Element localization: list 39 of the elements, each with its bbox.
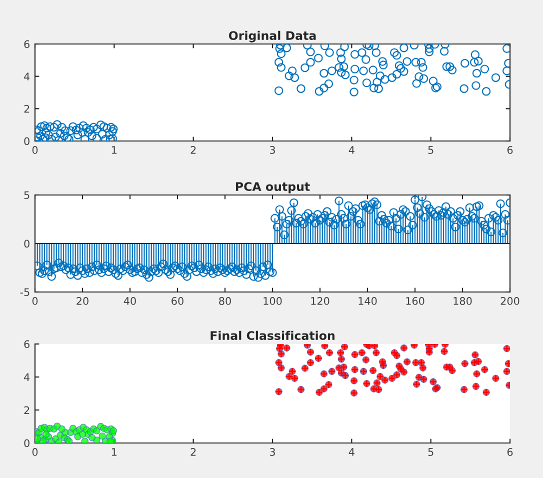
y-tick-label: 2 — [24, 406, 30, 414]
x-tick-label: 180 — [454, 297, 472, 305]
x-tick-label: 200 — [500, 297, 520, 305]
chart-title: Final Classification — [210, 330, 334, 340]
x-tick-label: 160 — [406, 297, 424, 305]
y-tick-label: 6 — [24, 340, 30, 348]
y-tick-label: 4 — [24, 373, 30, 381]
x-tick-label: 0 — [32, 297, 38, 305]
x-tick-label: 2 — [190, 448, 196, 456]
x-tick-label: 4 — [348, 448, 354, 456]
x-tick-label: 140 — [358, 297, 377, 305]
y-tick-label: -5 — [20, 288, 30, 296]
x-tick-label: 60 — [172, 297, 184, 305]
y-tick-label: 5 — [24, 191, 30, 200]
x-tick-label: 80 — [219, 297, 231, 305]
x-tick-label: 3 — [270, 448, 275, 456]
y-tick-label: 4 — [24, 72, 30, 80]
x-tick-label: 1 — [112, 146, 117, 154]
x-tick-label: 5 — [428, 448, 434, 456]
x-tick-label: 6 — [507, 146, 513, 154]
x-tick-label: 100 — [264, 297, 282, 305]
x-tick-label: 2 — [190, 146, 196, 154]
x-tick-label: 6 — [507, 448, 513, 456]
x-tick-label: 3 — [270, 146, 275, 154]
x-tick-label: 4 — [348, 146, 354, 154]
y-tick-label: 6 — [24, 40, 30, 48]
x-tick-label: 20 — [76, 297, 88, 305]
x-tick-label: 0 — [32, 146, 38, 154]
x-tick-label: 1 — [112, 448, 117, 456]
chart-title: Original Data — [228, 30, 316, 42]
x-tick-label: 120 — [311, 297, 330, 305]
x-tick-label: 5 — [428, 146, 434, 154]
y-tick-label: 2 — [24, 104, 30, 113]
chart-title: PCA output — [236, 182, 310, 194]
x-tick-label: 40 — [124, 297, 136, 305]
y-tick-label: 0 — [24, 137, 30, 146]
y-tick-label: 0 — [24, 240, 30, 248]
x-tick-label: 0 — [32, 448, 38, 456]
y-tick-label: 0 — [24, 439, 30, 448]
